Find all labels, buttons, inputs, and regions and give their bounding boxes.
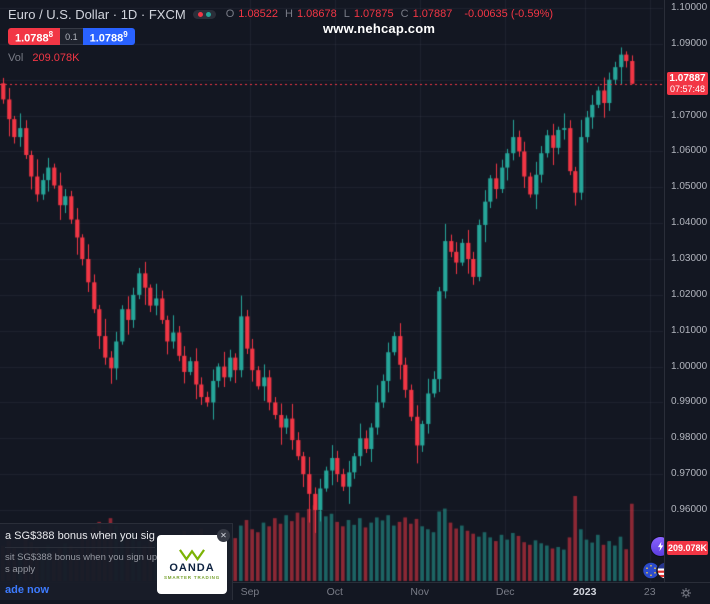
symbol-title[interactable]: Euro / U.S. Dollar · 1D · FXCM [8,6,186,22]
change-value: -0.00635 (-0.59%) [464,8,554,20]
ohlc-value: 1.07887 [412,8,453,20]
bar-countdown: 07:57:48 [669,83,706,94]
buy-button[interactable]: 1.07889 [82,28,135,45]
price-axis-label: 0.98000 [671,432,708,444]
volume-value: 209.078K [32,51,80,64]
price-axis-label: 1.05000 [671,181,708,193]
ohlc-key: H [285,8,293,20]
price-axis-label: 0.97000 [671,468,708,480]
sell-button[interactable]: 1.07888 [8,28,61,45]
sell-dot-icon [197,11,203,17]
ohlc-value: 1.08522 [238,8,279,20]
price-axis-label: 1.10000 [671,2,708,13]
ad-trade-now-link[interactable]: ade now [5,584,50,596]
time-axis-label: 23 [643,586,656,598]
current-price-badge: 1.07887 07:57:48 [667,71,708,95]
buy-sell-widget: 1.07888 0.1 1.07889 [8,28,135,45]
ad-banner[interactable]: a SG$388 bonus when you sign up. sit SG$… [0,523,233,600]
ohlc-value: 1.07875 [353,8,394,20]
price-axis-label: 1.09000 [671,37,708,49]
oanda-logo-card[interactable]: OANDA SMARTER TRADING [157,535,227,594]
ad-headline: a SG$388 bonus when you sign up. [5,530,155,542]
time-axis-label: 2023 [573,586,597,598]
volume-axis-badge: 209.078K [667,541,708,555]
market-status-indicator[interactable] [192,9,216,19]
price-axis[interactable]: 1.07887 07:57:48 209.078K 1.10000 1.09000… [664,0,710,600]
price-axis-label: 1.00000 [671,360,708,372]
volume-label: Vol [8,51,24,64]
spread-value: 0.1 [60,28,83,45]
time-axis-label: Oct [326,586,343,598]
oanda-brand-name: OANDA [169,562,215,574]
buy-dot-icon [205,11,211,17]
oanda-tagline: SMARTER TRADING [164,575,220,580]
price-axis-label: 1.07000 [671,109,708,121]
time-axis-label: Dec [495,586,515,598]
ad-body-line: sit SG$388 bonus when you sign up. [5,552,157,563]
current-price-value: 1.07887 [669,72,706,84]
oanda-logo-icon [179,549,205,561]
chart-legend: Euro / U.S. Dollar · 1D · FXCM O 1.08522 H… [8,6,553,64]
time-axis-label: Sep [240,586,260,598]
ohlc-value: 1.08678 [296,8,337,20]
ohlc-key: O [225,8,235,20]
ad-close-button[interactable]: ✕ [217,529,230,542]
price-axis-label: 1.02000 [671,288,708,300]
ad-terms-line: s apply [5,564,36,575]
price-axis-label: 1.04000 [671,217,708,229]
time-axis-label: Nov [410,586,430,598]
price-axis-label: 1.06000 [671,145,708,157]
ohlc-key: C [400,8,409,20]
ohlc-key: L [343,8,350,20]
price-axis-label: 1.03000 [671,253,708,264]
price-axis-label: 0.96000 [671,504,708,515]
ohlc-values: O 1.08522 H 1.08678 L 1.07875 C 1.07887 [223,8,453,20]
gear-icon[interactable] [680,586,692,604]
watermark: www.nehcap.com [323,21,436,36]
lightning-bolt-icon [657,541,664,552]
price-axis-label: 1.01000 [671,324,708,336]
volume-row: Vol 209.078K [8,52,553,64]
price-axis-label: 0.99000 [671,396,708,408]
ad-divider [5,547,155,548]
